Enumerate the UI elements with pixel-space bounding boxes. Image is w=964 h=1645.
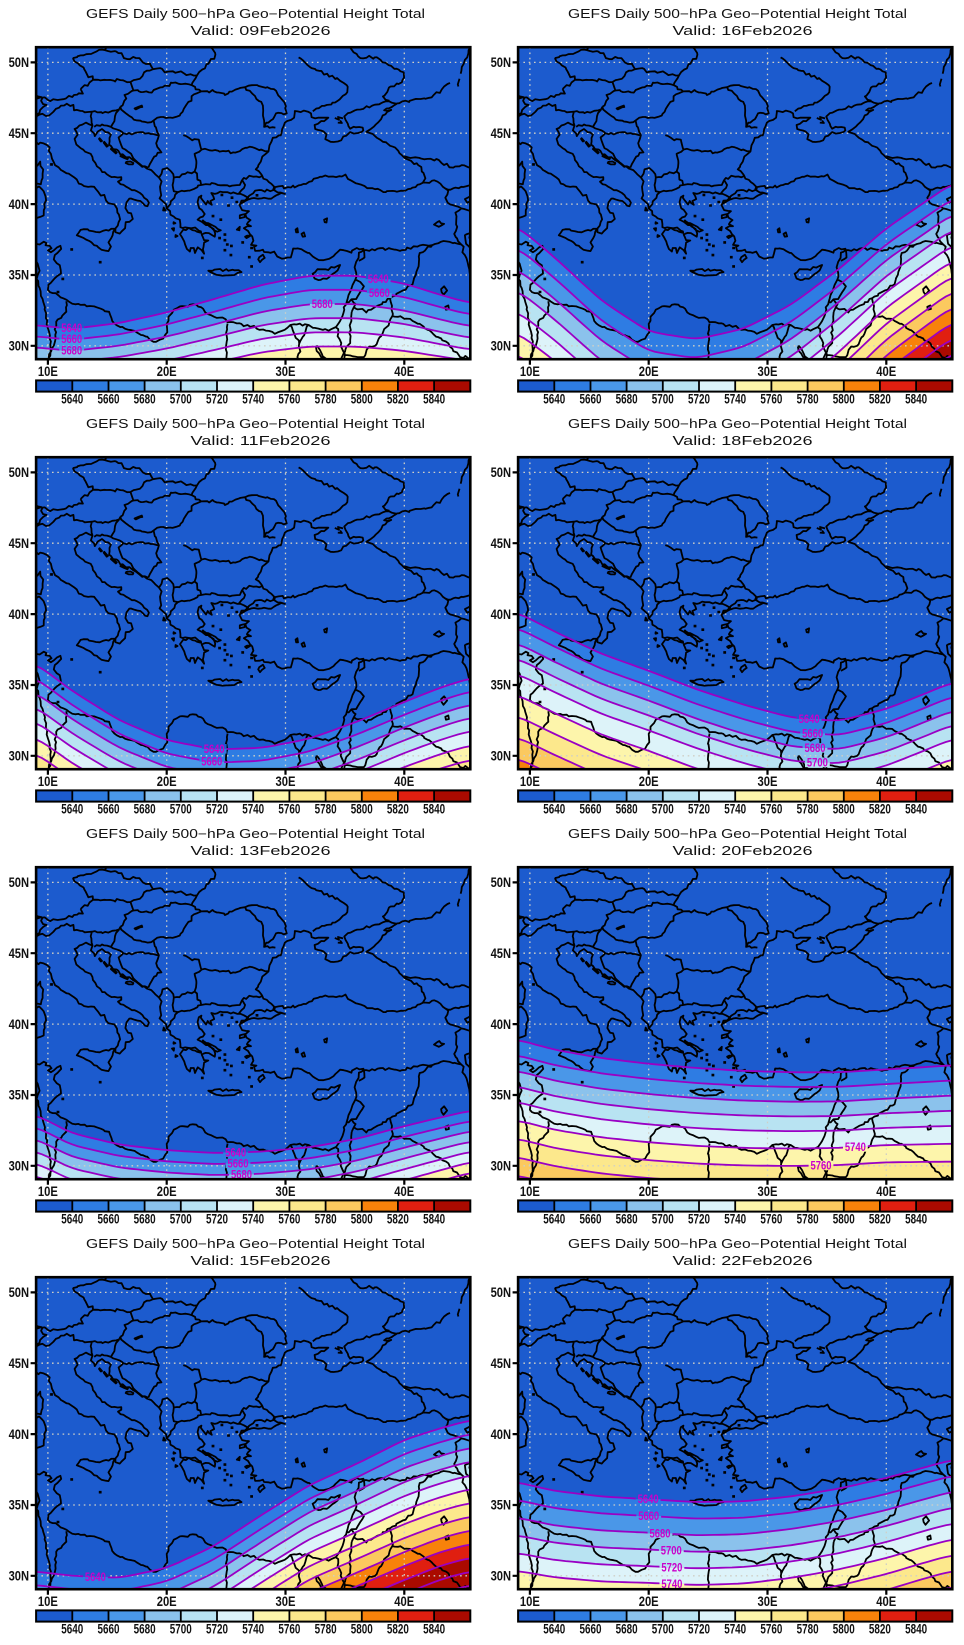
svg-text:5640: 5640 [799,714,820,726]
svg-text:Valid: 11Feb2026: Valid: 11Feb2026 [191,434,331,448]
svg-text:5660: 5660 [228,1158,249,1170]
svg-text:5640: 5640 [638,1494,659,1506]
svg-text:GEFS Daily 500−hPa Geo−Potenti: GEFS Daily 500−hPa Geo−Potential Height … [86,7,425,21]
svg-text:5740: 5740 [845,1142,866,1154]
svg-text:5680: 5680 [312,299,333,311]
svg-text:5660: 5660 [201,757,222,769]
svg-text:5660: 5660 [802,729,823,741]
svg-text:Valid: 20Feb2026: Valid: 20Feb2026 [673,844,813,858]
svg-text:5640: 5640 [85,1572,106,1584]
svg-text:GEFS Daily 500−hPa Geo−Potenti: GEFS Daily 500−hPa Geo−Potential Height … [86,1237,425,1251]
svg-text:5760: 5760 [811,1160,832,1172]
svg-text:GEFS Daily 500−hPa Geo−Potenti: GEFS Daily 500−hPa Geo−Potential Height … [568,827,907,841]
svg-text:5680: 5680 [61,345,82,357]
svg-text:5660: 5660 [61,334,82,346]
svg-text:GEFS Daily 500−hPa Geo−Potenti: GEFS Daily 500−hPa Geo−Potential Height … [86,417,425,431]
svg-text:5640: 5640 [204,744,225,756]
svg-text:Valid: 15Feb2026: Valid: 15Feb2026 [191,1254,331,1268]
svg-text:Valid: 18Feb2026: Valid: 18Feb2026 [673,434,813,448]
svg-text:5680: 5680 [650,1528,671,1540]
svg-text:5740: 5740 [661,1579,682,1591]
svg-text:5700: 5700 [807,757,828,769]
svg-text:5660: 5660 [369,288,390,300]
svg-text:GEFS Daily 500−hPa Geo−Potenti: GEFS Daily 500−hPa Geo−Potential Height … [568,7,907,21]
svg-text:Valid: 09Feb2026: Valid: 09Feb2026 [191,24,331,38]
svg-text:5640: 5640 [225,1147,246,1159]
svg-text:5640: 5640 [61,323,82,335]
svg-text:GEFS Daily 500−hPa Geo−Potenti: GEFS Daily 500−hPa Geo−Potential Height … [86,827,425,841]
svg-text:Valid: 13Feb2026: Valid: 13Feb2026 [191,844,331,858]
svg-text:GEFS Daily 500−hPa Geo−Potenti: GEFS Daily 500−hPa Geo−Potential Height … [568,417,907,431]
svg-text:5720: 5720 [661,1562,682,1574]
svg-text:GEFS Daily 500−hPa Geo−Potenti: GEFS Daily 500−hPa Geo−Potential Height … [568,1237,907,1251]
svg-text:Valid: 16Feb2026: Valid: 16Feb2026 [673,24,813,38]
svg-text:5640: 5640 [368,274,389,286]
svg-text:5660: 5660 [638,1511,659,1523]
svg-text:Valid: 22Feb2026: Valid: 22Feb2026 [673,1254,813,1268]
svg-text:5680: 5680 [231,1169,252,1181]
svg-text:5680: 5680 [805,743,826,755]
svg-text:5700: 5700 [661,1546,682,1558]
